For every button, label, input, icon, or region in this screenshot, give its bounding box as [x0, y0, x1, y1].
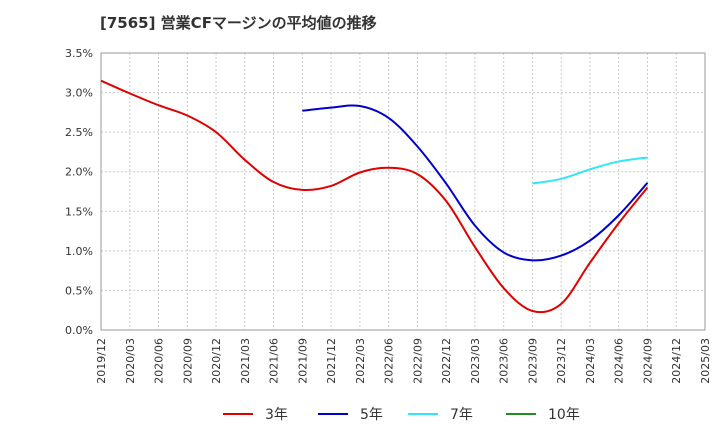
- x-tick-label: 2020/06: [153, 338, 166, 384]
- x-tick-label: 2024/12: [670, 338, 683, 384]
- y-tick-label: 1.5%: [65, 205, 93, 218]
- x-tick-label: 2019/12: [95, 338, 108, 384]
- x-tick-label: 2020/03: [124, 338, 137, 384]
- x-tick-label: 2024/06: [613, 338, 626, 384]
- x-tick-label: 2023/03: [469, 338, 482, 384]
- x-tick-label: 2020/12: [210, 338, 223, 384]
- x-tick-label: 2024/03: [584, 338, 597, 384]
- series-line: [302, 104, 649, 262]
- y-tick-label: 2.0%: [65, 166, 93, 179]
- series-line: [532, 156, 648, 185]
- y-tick-label: 3.5%: [65, 47, 93, 60]
- y-tick-label: 3.0%: [65, 87, 93, 100]
- x-tick-label: 2023/06: [498, 338, 511, 384]
- legend-label: 3年: [265, 407, 288, 423]
- x-tick-label: 2025/03: [699, 338, 712, 384]
- x-tick-label: 2020/09: [181, 338, 194, 384]
- x-tick-label: 2021/06: [268, 338, 281, 384]
- x-tick-label: 2022/09: [411, 338, 424, 384]
- x-tick-label: 2021/09: [296, 338, 309, 384]
- x-tick-label: 2023/12: [555, 338, 568, 384]
- y-tick-label: 1.0%: [65, 245, 93, 258]
- y-tick-label: 0.5%: [65, 284, 93, 297]
- x-tick-label: 2023/09: [526, 338, 539, 384]
- x-tick-label: 2022/03: [354, 338, 367, 384]
- x-tick-label: 2024/09: [641, 338, 654, 384]
- x-tick-label: 2022/12: [440, 338, 453, 384]
- legend-label: 10年: [548, 407, 580, 423]
- series-line: [100, 79, 649, 314]
- x-tick-label: 2022/06: [383, 338, 396, 384]
- x-tick-label: 2021/12: [325, 338, 338, 384]
- y-tick-label: 0.0%: [65, 324, 93, 337]
- legend-label: 7年: [450, 407, 473, 423]
- y-tick-label: 2.5%: [65, 126, 93, 139]
- legend-label: 5年: [360, 407, 383, 423]
- x-tick-label: 2021/03: [239, 338, 252, 384]
- chart-title: [7565] 営業CFマージンの平均値の推移: [100, 14, 377, 32]
- plot-frame: [100, 52, 706, 331]
